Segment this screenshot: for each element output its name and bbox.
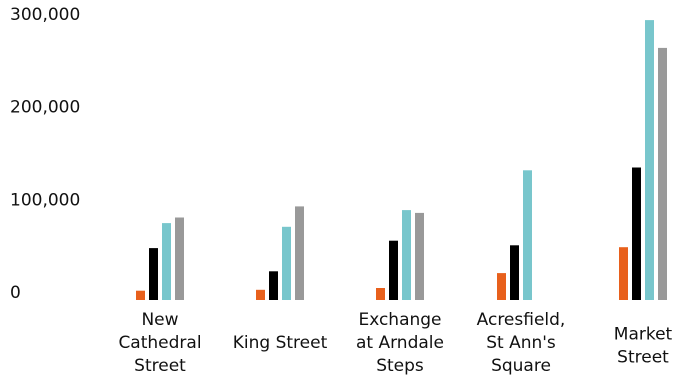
x-category-label-line: Exchange bbox=[358, 310, 441, 330]
bar-series2-5 bbox=[632, 167, 641, 300]
bar-series1-4 bbox=[497, 273, 506, 300]
y-tick-label: 300,000 bbox=[10, 5, 80, 25]
x-category-label-line: Market bbox=[614, 325, 673, 345]
bar-series2-3 bbox=[389, 240, 398, 300]
bar-series2-1 bbox=[149, 248, 158, 300]
bar-series2-2 bbox=[269, 271, 278, 300]
x-category-label-line: Cathedral bbox=[118, 333, 201, 353]
bar-series1-5 bbox=[619, 247, 628, 300]
x-category-label-line: St Ann's bbox=[486, 333, 556, 353]
y-axis: 0 100,000 200,000 300,000 bbox=[10, 5, 80, 303]
bars bbox=[136, 20, 667, 301]
x-category-label: Acresfield, St Ann's Square bbox=[477, 310, 566, 376]
x-category-label-line: King Street bbox=[233, 333, 328, 353]
bar-series4-1 bbox=[175, 217, 184, 300]
bar-series1-1 bbox=[136, 290, 145, 300]
bar-series1-2 bbox=[256, 289, 265, 300]
x-category-label: Market Street bbox=[614, 325, 673, 368]
x-category-label: New Cathedral Street bbox=[118, 310, 201, 376]
bar-series1-3 bbox=[376, 288, 385, 300]
bar-series3-2 bbox=[282, 226, 291, 300]
x-category-label-line: Acresfield, bbox=[477, 310, 566, 330]
x-category-label-line: Street bbox=[617, 348, 669, 368]
y-tick-label: 200,000 bbox=[10, 98, 80, 118]
x-category-label-line: Square bbox=[491, 356, 551, 376]
bar-series2-4 bbox=[510, 245, 519, 300]
x-category-label: Exchange at Arndale Steps bbox=[356, 310, 444, 376]
x-axis: New Cathedral Street King Street Exchange at … bbox=[118, 310, 672, 376]
bar-series3-1 bbox=[162, 223, 171, 300]
bar-series3-4 bbox=[523, 170, 532, 300]
y-tick-label: 100,000 bbox=[10, 190, 80, 210]
bar-series3-3 bbox=[402, 210, 411, 300]
x-category-label-line: Steps bbox=[376, 356, 424, 376]
bar-series4-5 bbox=[658, 47, 667, 301]
bar-series3-5 bbox=[645, 20, 654, 300]
x-category-label: King Street bbox=[233, 333, 328, 353]
x-category-label-line: New bbox=[141, 310, 178, 330]
bar-series4-2 bbox=[295, 206, 304, 300]
x-category-label-line: Street bbox=[134, 356, 186, 376]
x-category-label-line: at Arndale bbox=[356, 333, 444, 353]
y-tick-label: 0 bbox=[10, 283, 21, 303]
bar-series4-3 bbox=[415, 212, 424, 300]
